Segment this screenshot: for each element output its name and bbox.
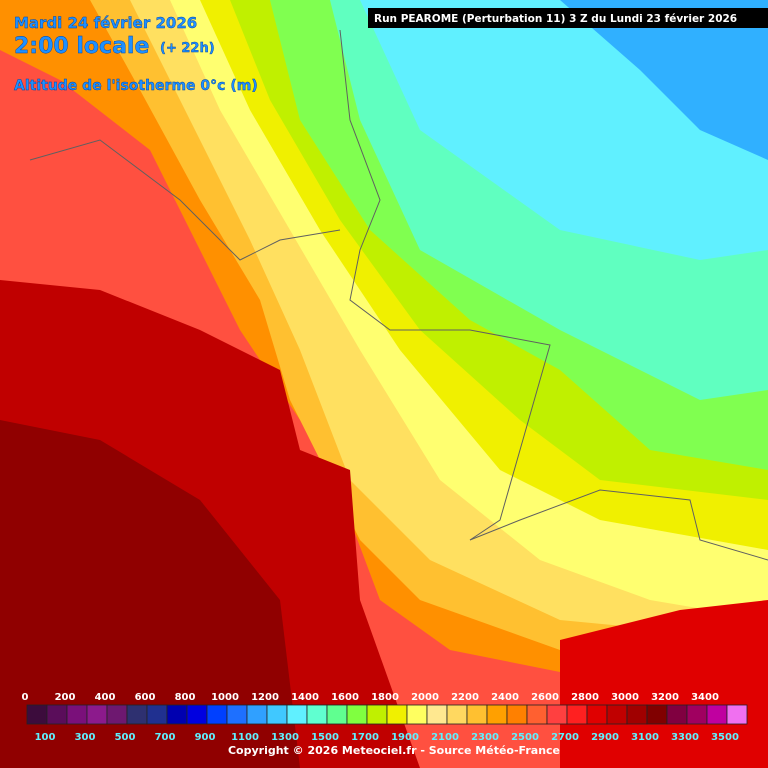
legend-swatch (466, 704, 488, 725)
legend-swatch (86, 704, 108, 725)
legend-swatch (246, 704, 268, 725)
legend: 0 200 400 600 800 1000 1200 1400 1600 1800 2000 220… (22, 692, 748, 743)
legend-label: 800 (175, 692, 196, 703)
legend-label: 600 (135, 692, 156, 703)
legend-swatch (146, 704, 168, 725)
legend-swatch (546, 704, 568, 725)
legend-label: 2300 (471, 732, 499, 743)
legend-label: 3300 (671, 732, 699, 743)
legend-label: 2400 (491, 692, 519, 703)
legend-label: 3000 (611, 692, 639, 703)
legend-swatch (26, 704, 48, 725)
legend-label: 1800 (371, 692, 399, 703)
legend-swatch (426, 704, 448, 725)
legend-label: 2800 (571, 692, 599, 703)
legend-swatch (526, 704, 548, 725)
legend-label: 2500 (511, 732, 539, 743)
legend-label: 300 (75, 732, 96, 743)
legend-swatch (106, 704, 128, 725)
legend-swatch (46, 704, 68, 725)
legend-swatch (606, 704, 628, 725)
legend-label: 3500 (711, 732, 739, 743)
legend-label: 2100 (431, 732, 459, 743)
legend-label: 1700 (351, 732, 379, 743)
run-box (368, 8, 768, 28)
legend-swatch (646, 704, 668, 725)
legend-label: 1500 (311, 732, 339, 743)
legend-swatch (686, 704, 708, 725)
legend-label: 1200 (251, 692, 279, 703)
legend-swatch (66, 704, 88, 725)
legend-swatch (586, 704, 608, 725)
legend-swatch (406, 704, 428, 725)
legend-label: 0 (22, 692, 29, 703)
legend-swatch (226, 704, 248, 725)
legend-label: 2900 (591, 732, 619, 743)
legend-swatch (346, 704, 368, 725)
legend-swatch (306, 704, 328, 725)
offset: (+ 22h) (160, 41, 215, 56)
legend-swatch (566, 704, 588, 725)
legend-label: 3100 (631, 732, 659, 743)
legend-swatch (706, 704, 728, 725)
legend-label: 2000 (411, 692, 439, 703)
date: Mardi 24 février 2026 (14, 14, 197, 32)
run-info: Run PEAROME (Perturbation 11) 3 Z du Lun… (374, 13, 737, 25)
field-title: Altitude de l'isotherme 0°c (m) (14, 78, 258, 94)
legend-label: 700 (155, 732, 176, 743)
legend-label: 200 (55, 692, 76, 703)
legend-label: 3400 (691, 692, 719, 703)
legend-swatch (486, 704, 508, 725)
legend-label: 1000 (211, 692, 239, 703)
legend-swatch (206, 704, 228, 725)
legend-label: 1600 (331, 692, 359, 703)
legend-label: 2700 (551, 732, 579, 743)
legend-swatch (386, 704, 408, 725)
legend-label: 1400 (291, 692, 319, 703)
legend-swatch (286, 704, 308, 725)
legend-swatch (726, 704, 748, 725)
legend-swatch (366, 704, 388, 725)
legend-label: 900 (195, 732, 216, 743)
legend-swatch (326, 704, 348, 725)
legend-label: 2600 (531, 692, 559, 703)
time: 2:00 locale (14, 34, 149, 59)
legend-label: 1300 (271, 732, 299, 743)
legend-label: 3200 (651, 692, 679, 703)
legend-swatch (266, 704, 288, 725)
legend-swatch (666, 704, 688, 725)
legend-label: 1900 (391, 732, 419, 743)
legend-swatch (506, 704, 528, 725)
legend-swatch (126, 704, 148, 725)
legend-label: 1100 (231, 732, 259, 743)
legend-swatch (446, 704, 468, 725)
copyright: Copyright © 2026 Meteociel.fr - Source M… (228, 744, 560, 757)
legend-label: 400 (95, 692, 116, 703)
legend-swatch (626, 704, 648, 725)
legend-label: 2200 (451, 692, 479, 703)
legend-swatch (166, 704, 188, 725)
legend-label: 500 (115, 732, 136, 743)
legend-swatch (186, 704, 208, 725)
legend-label: 100 (35, 732, 56, 743)
